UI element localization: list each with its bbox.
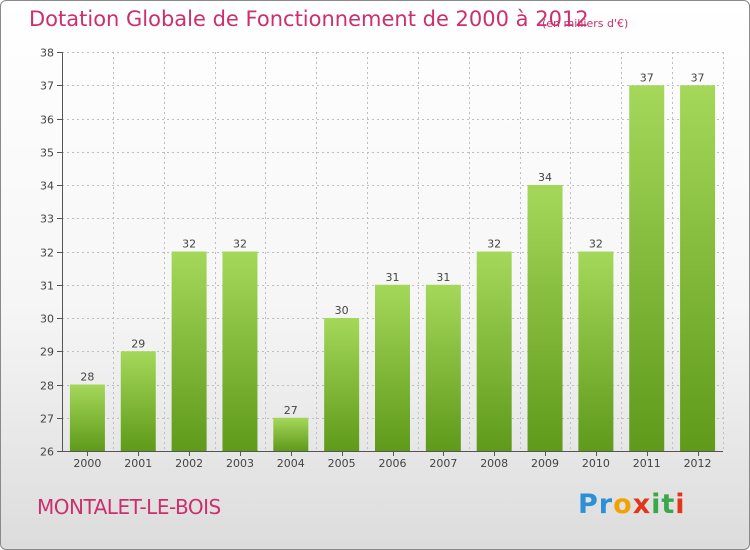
bar-2009 xyxy=(527,185,563,451)
y-tick-label: 26 xyxy=(40,446,54,459)
bar-2006 xyxy=(375,284,410,451)
x-tick-label: 2001 xyxy=(124,457,152,470)
proxiti-logo: Proxiti xyxy=(578,489,686,520)
y-tick-label: 32 xyxy=(40,247,54,260)
value-label: 28 xyxy=(80,371,94,384)
value-label: 31 xyxy=(436,271,450,284)
logo-letter: r xyxy=(598,489,614,520)
logo-letter: i xyxy=(675,489,686,520)
bar-2001 xyxy=(120,351,156,451)
bar-2007 xyxy=(425,284,461,451)
x-tick-label: 2003 xyxy=(226,457,254,470)
bar-2010 xyxy=(578,251,614,451)
logo-letter: t xyxy=(661,489,676,520)
x-tick-label: 2009 xyxy=(531,457,559,470)
x-tick-label: 2005 xyxy=(328,457,356,470)
value-label: 32 xyxy=(182,238,196,251)
y-tick-label: 37 xyxy=(40,80,54,93)
y-tick-label: 34 xyxy=(40,180,54,193)
logo-letter: i xyxy=(651,489,662,520)
logo-letter: x xyxy=(632,489,652,520)
bar-2005 xyxy=(324,318,360,451)
value-label: 30 xyxy=(335,304,349,317)
y-tick-label: 31 xyxy=(40,280,54,293)
commune-name: MONTALET-LE-BOIS xyxy=(37,495,221,519)
value-label: 37 xyxy=(691,71,705,84)
logo-letter: P xyxy=(578,489,599,520)
value-label: 29 xyxy=(131,337,145,350)
value-label: 27 xyxy=(284,404,298,417)
x-tick-label: 2011 xyxy=(633,457,661,470)
x-tick-label: 2007 xyxy=(429,457,457,470)
value-label: 31 xyxy=(386,271,400,284)
x-tick-label: 2010 xyxy=(582,457,610,470)
value-label: 37 xyxy=(640,71,654,84)
bar-2011 xyxy=(629,85,665,451)
y-tick-label: 38 xyxy=(40,47,54,60)
y-tick-label: 29 xyxy=(40,346,54,359)
x-tick-label: 2008 xyxy=(480,457,508,470)
x-tick-label: 2004 xyxy=(277,457,305,470)
y-tick-label: 36 xyxy=(40,114,54,127)
y-tick-label: 28 xyxy=(40,380,54,393)
value-label: 34 xyxy=(538,171,552,184)
x-tick-label: 2006 xyxy=(379,457,407,470)
x-tick-label: 2002 xyxy=(175,457,203,470)
x-tick-label: 2012 xyxy=(684,457,712,470)
x-tick-label: 2000 xyxy=(73,457,101,470)
bar-2000 xyxy=(69,384,105,451)
value-label: 32 xyxy=(233,238,247,251)
y-tick-label: 30 xyxy=(40,313,54,326)
logo-letter: o xyxy=(613,489,633,520)
value-label: 32 xyxy=(487,238,501,251)
y-tick-label: 27 xyxy=(40,413,54,426)
bar-2004 xyxy=(273,417,309,451)
bar-2002 xyxy=(171,251,207,451)
chart-title: Dotation Globale de Fonctionnement de 20… xyxy=(29,7,589,31)
bar-2008 xyxy=(476,251,512,451)
y-tick-label: 35 xyxy=(40,147,54,160)
chart-unit: (en milliers d'€) xyxy=(542,17,629,30)
bar-2003 xyxy=(222,251,258,451)
value-label: 32 xyxy=(589,238,603,251)
y-tick-label: 33 xyxy=(40,213,54,226)
bar-2012 xyxy=(680,85,716,451)
